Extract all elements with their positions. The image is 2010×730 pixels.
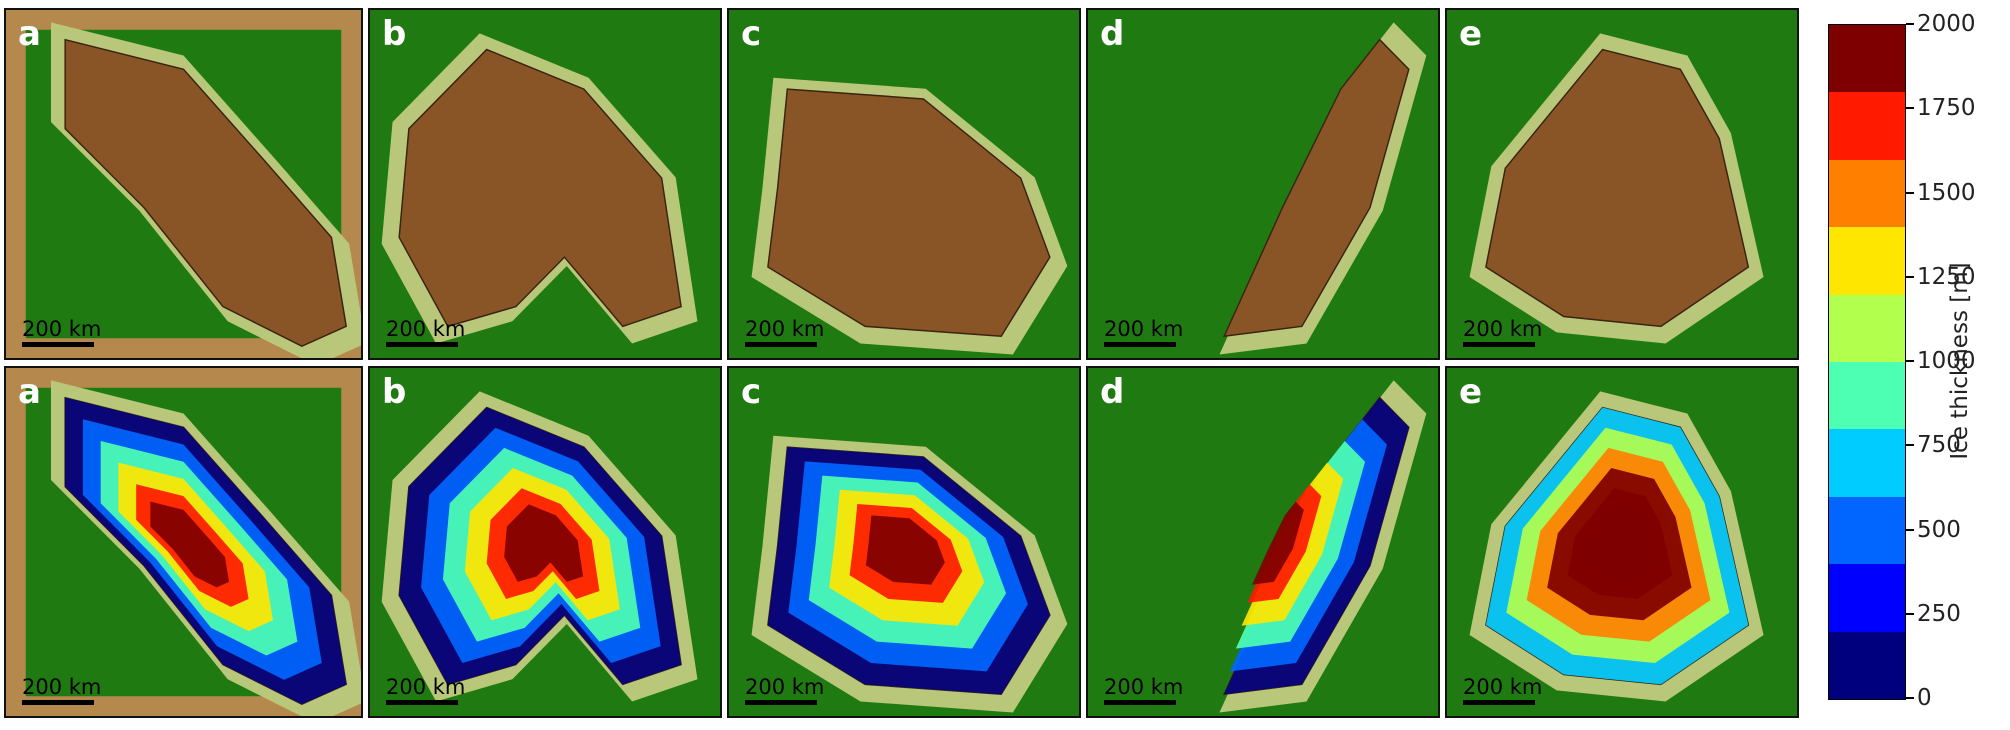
topography-panel-d: d 200 km (1086, 8, 1440, 360)
scale-bar-label: 200 km (745, 675, 825, 699)
scale-bar: 200 km (745, 317, 824, 349)
ice-panel-b: b 200 km (368, 366, 722, 718)
topography-panel-c: c 200 km (727, 8, 1081, 360)
colorbar-tick (1906, 697, 1914, 699)
colorbar-segment (1829, 25, 1905, 93)
panel-label: c (741, 14, 762, 54)
scale-bar-line (1104, 700, 1176, 705)
colorbar-tick-label: 250 (1917, 600, 1961, 627)
colorbar-tick-label: 0 (1917, 685, 1932, 711)
scale-bar-line (1463, 342, 1535, 347)
colorbar-tick-label: 1750 (1917, 95, 1976, 122)
scale-bar: 200 km (22, 675, 101, 707)
colorbar-title: Ice thickness [m] (1947, 262, 1973, 460)
colorbar-segment (1829, 564, 1905, 632)
terrain-image (729, 10, 1079, 358)
colorbar (1828, 24, 1906, 700)
topography-panel-a: a 200 km (4, 8, 363, 360)
panel-label: b (382, 14, 407, 54)
terrain-image (370, 368, 720, 716)
panel-label: e (1459, 372, 1483, 412)
scale-bar-line (1104, 342, 1176, 347)
terrain-image (1088, 10, 1438, 358)
scale-bar: 200 km (1463, 675, 1542, 707)
colorbar-segment (1829, 429, 1905, 497)
colorbar-tick (1906, 612, 1914, 615)
colorbar-segment (1829, 361, 1905, 430)
scale-bar-label: 200 km (386, 317, 466, 341)
panel-label: c (741, 372, 762, 412)
scale-bar-line (745, 700, 817, 705)
topography-panel-e: e 200 km (1445, 8, 1799, 360)
terrain-image (1447, 368, 1797, 716)
ice-panel-e: e 200 km (1445, 366, 1799, 718)
scale-bar: 200 km (1104, 675, 1183, 707)
colorbar-tick (1906, 360, 1914, 362)
panel-label: d (1100, 14, 1125, 54)
colorbar-segment (1829, 227, 1905, 295)
ice-panel-a: a 200 km (4, 366, 363, 718)
terrain-image (729, 368, 1079, 716)
scale-bar-line (745, 342, 817, 347)
terrain-image (370, 10, 720, 358)
terrain-image (1447, 10, 1797, 358)
colorbar-segment (1829, 496, 1905, 565)
colorbar-tick-label: 500 (1917, 516, 1961, 543)
colorbar-tick (1906, 444, 1914, 447)
scale-bar-label: 200 km (1104, 675, 1184, 699)
colorbar-tick-label: 1250 (1917, 263, 1976, 290)
scale-bar-label: 200 km (22, 317, 102, 341)
scale-bar-label: 200 km (1104, 317, 1184, 341)
colorbar-segment (1829, 294, 1905, 362)
colorbar-tick-label: 1500 (1917, 179, 1976, 206)
colorbar-segment (1829, 92, 1905, 160)
scale-bar-line (22, 342, 94, 347)
scale-bar-label: 200 km (1463, 317, 1543, 341)
scale-bar-label: 200 km (745, 317, 825, 341)
scale-bar-line (1463, 700, 1535, 705)
panel-label: d (1100, 372, 1125, 412)
scale-bar-label: 200 km (386, 675, 466, 699)
colorbar-tick-label: 750 (1917, 432, 1961, 459)
colorbar-tick-label: 1000 (1917, 348, 1976, 374)
colorbar-tick (1906, 528, 1914, 531)
panel-label: b (382, 372, 407, 412)
scale-bar: 200 km (1104, 317, 1183, 349)
ice-panel-d: d 200 km (1086, 366, 1440, 718)
colorbar-tick-label: 2000 (1917, 11, 1976, 37)
terrain-image (1088, 368, 1438, 716)
scale-bar: 200 km (745, 675, 824, 707)
scale-bar-line (386, 342, 458, 347)
colorbar-tick (1906, 191, 1914, 194)
scale-bar: 200 km (386, 675, 465, 707)
scale-bar-line (22, 700, 94, 705)
colorbar-tick (1906, 275, 1914, 278)
panel-label: e (1459, 14, 1483, 54)
terrain-image (6, 10, 361, 358)
colorbar-tick (1906, 107, 1914, 110)
scale-bar: 200 km (22, 317, 101, 349)
scale-bar-line (386, 700, 458, 705)
scale-bar-label: 200 km (1463, 675, 1543, 699)
panel-label: a (18, 14, 41, 54)
scale-bar-label: 200 km (22, 675, 102, 699)
terrain-image (6, 368, 361, 716)
panel-grid: a 200 km b 200 km c 200 km d 200 km e 200 km a 200 … (4, 8, 1799, 718)
topography-panel-b: b 200 km (368, 8, 722, 360)
panel-label: a (18, 372, 41, 412)
colorbar-segment (1829, 631, 1905, 699)
colorbar-tick (1906, 23, 1914, 25)
scale-bar: 200 km (386, 317, 465, 349)
ice-panel-c: c 200 km (727, 366, 1081, 718)
colorbar-segment (1829, 159, 1905, 228)
scale-bar: 200 km (1463, 317, 1542, 349)
